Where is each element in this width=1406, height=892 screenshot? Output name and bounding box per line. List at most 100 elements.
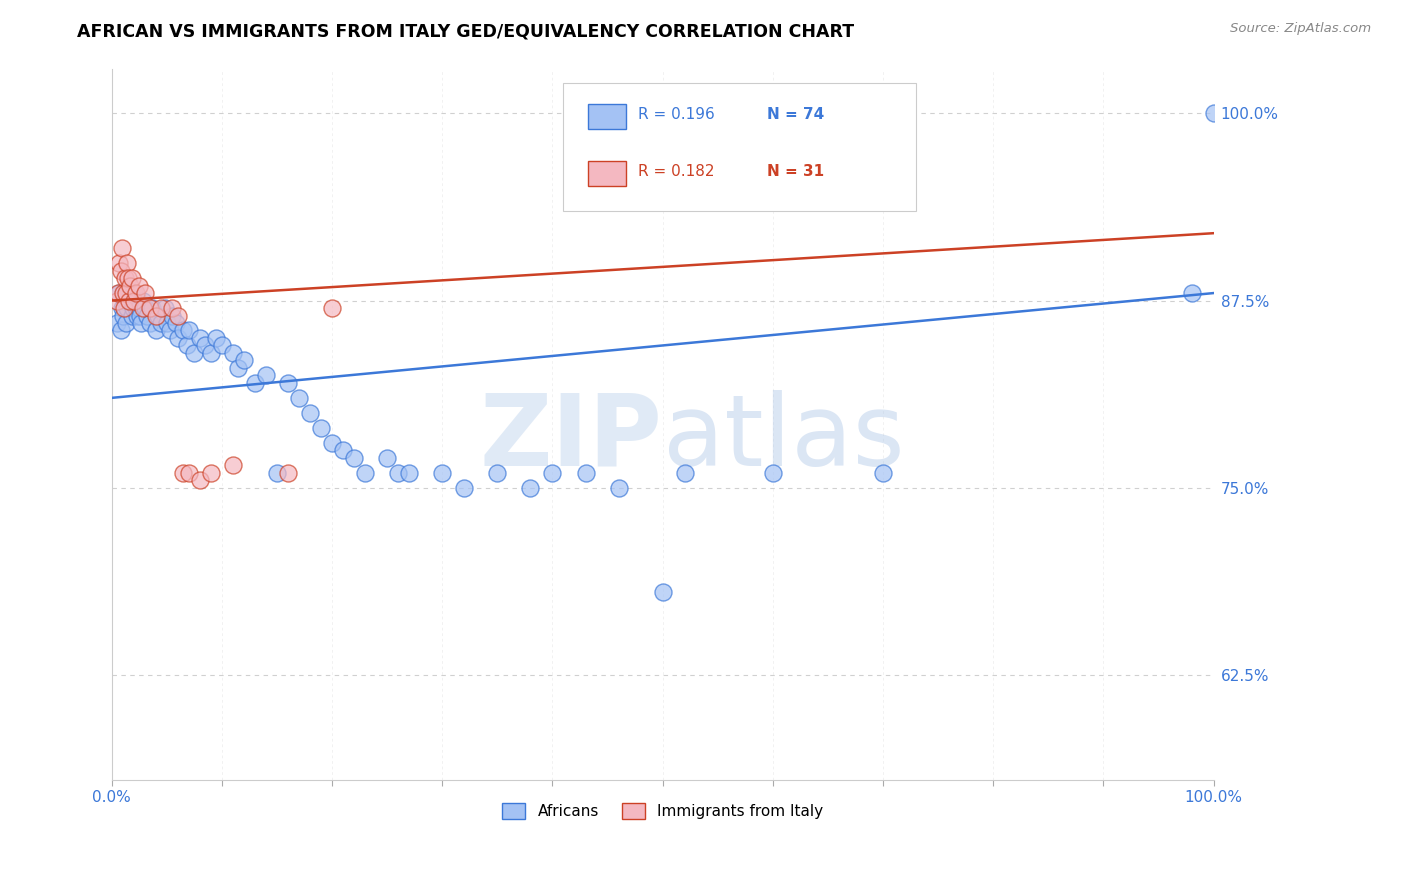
Point: [117, 286, 139, 301]
Point: [486, 466, 509, 480]
Point: [139, 301, 162, 315]
Point: [254, 368, 277, 383]
Point: [188, 331, 211, 345]
Point: [321, 301, 343, 315]
Point: [156, 316, 179, 330]
Point: [131, 316, 153, 330]
Point: [117, 271, 139, 285]
Point: [115, 256, 138, 270]
Point: [165, 316, 187, 330]
Point: [108, 286, 131, 301]
Point: [872, 466, 894, 480]
Point: [112, 301, 135, 315]
Text: N = 31: N = 31: [768, 164, 824, 179]
Point: [127, 293, 149, 308]
Point: [125, 286, 148, 301]
Point: [177, 466, 200, 480]
Point: [288, 391, 311, 405]
Text: ZIP: ZIP: [479, 390, 662, 487]
Point: [1180, 286, 1202, 301]
Point: [120, 293, 142, 308]
Point: [266, 466, 288, 480]
Point: [194, 338, 217, 352]
Point: [105, 293, 128, 308]
Point: [375, 450, 398, 465]
Point: [111, 286, 134, 301]
Text: N = 74: N = 74: [768, 107, 824, 122]
Point: [387, 466, 409, 480]
Point: [651, 585, 673, 599]
Point: [134, 286, 156, 301]
Point: [762, 466, 785, 480]
Point: [299, 406, 322, 420]
Point: [398, 466, 420, 480]
Text: AFRICAN VS IMMIGRANTS FROM ITALY GED/EQUIVALENCY CORRELATION CHART: AFRICAN VS IMMIGRANTS FROM ITALY GED/EQU…: [77, 22, 855, 40]
Point: [162, 309, 184, 323]
Point: [574, 466, 596, 480]
Point: [120, 278, 142, 293]
Point: [541, 466, 564, 480]
Point: [139, 316, 162, 330]
Point: [131, 301, 153, 315]
Point: [115, 286, 138, 301]
Point: [228, 360, 250, 375]
Point: [211, 338, 233, 352]
Point: [110, 324, 132, 338]
Point: [111, 241, 134, 255]
Point: [453, 481, 475, 495]
Point: [309, 421, 332, 435]
Point: [519, 481, 541, 495]
Point: [150, 316, 173, 330]
Point: [129, 309, 152, 323]
Point: [114, 271, 136, 285]
Point: [176, 338, 198, 352]
Point: [332, 443, 354, 458]
Point: [145, 309, 167, 323]
Point: [118, 293, 141, 308]
Point: [232, 353, 254, 368]
Point: [136, 309, 159, 323]
Text: atlas: atlas: [662, 390, 904, 487]
Point: [205, 331, 228, 345]
Point: [121, 301, 143, 315]
Point: [607, 481, 630, 495]
Point: [673, 466, 696, 480]
Point: [131, 293, 153, 308]
Point: [166, 331, 188, 345]
Point: [153, 301, 176, 315]
Point: [159, 324, 181, 338]
Point: [145, 324, 167, 338]
FancyBboxPatch shape: [564, 83, 917, 211]
Point: [125, 309, 148, 323]
Point: [150, 301, 173, 315]
Point: [111, 286, 134, 301]
Point: [277, 376, 299, 390]
Point: [107, 286, 129, 301]
Point: [321, 435, 343, 450]
Point: [166, 309, 188, 323]
Point: [354, 466, 377, 480]
Point: [121, 309, 143, 323]
Point: [125, 301, 148, 315]
Point: [108, 256, 131, 270]
Point: [122, 293, 145, 308]
Bar: [588, 104, 626, 129]
Point: [177, 324, 200, 338]
Point: [115, 316, 138, 330]
Point: [146, 309, 169, 323]
Point: [105, 316, 128, 330]
Legend: Africans, Immigrants from Italy: Africans, Immigrants from Italy: [496, 797, 830, 825]
Point: [188, 473, 211, 487]
Point: [111, 301, 134, 315]
Point: [343, 450, 366, 465]
Point: [115, 301, 138, 315]
Point: [432, 466, 454, 480]
Point: [222, 458, 245, 473]
Point: [141, 301, 163, 315]
Point: [183, 346, 205, 360]
Point: [122, 286, 145, 301]
Text: R = 0.182: R = 0.182: [638, 164, 714, 179]
Point: [128, 278, 150, 293]
Point: [162, 301, 184, 315]
Bar: [588, 161, 626, 186]
